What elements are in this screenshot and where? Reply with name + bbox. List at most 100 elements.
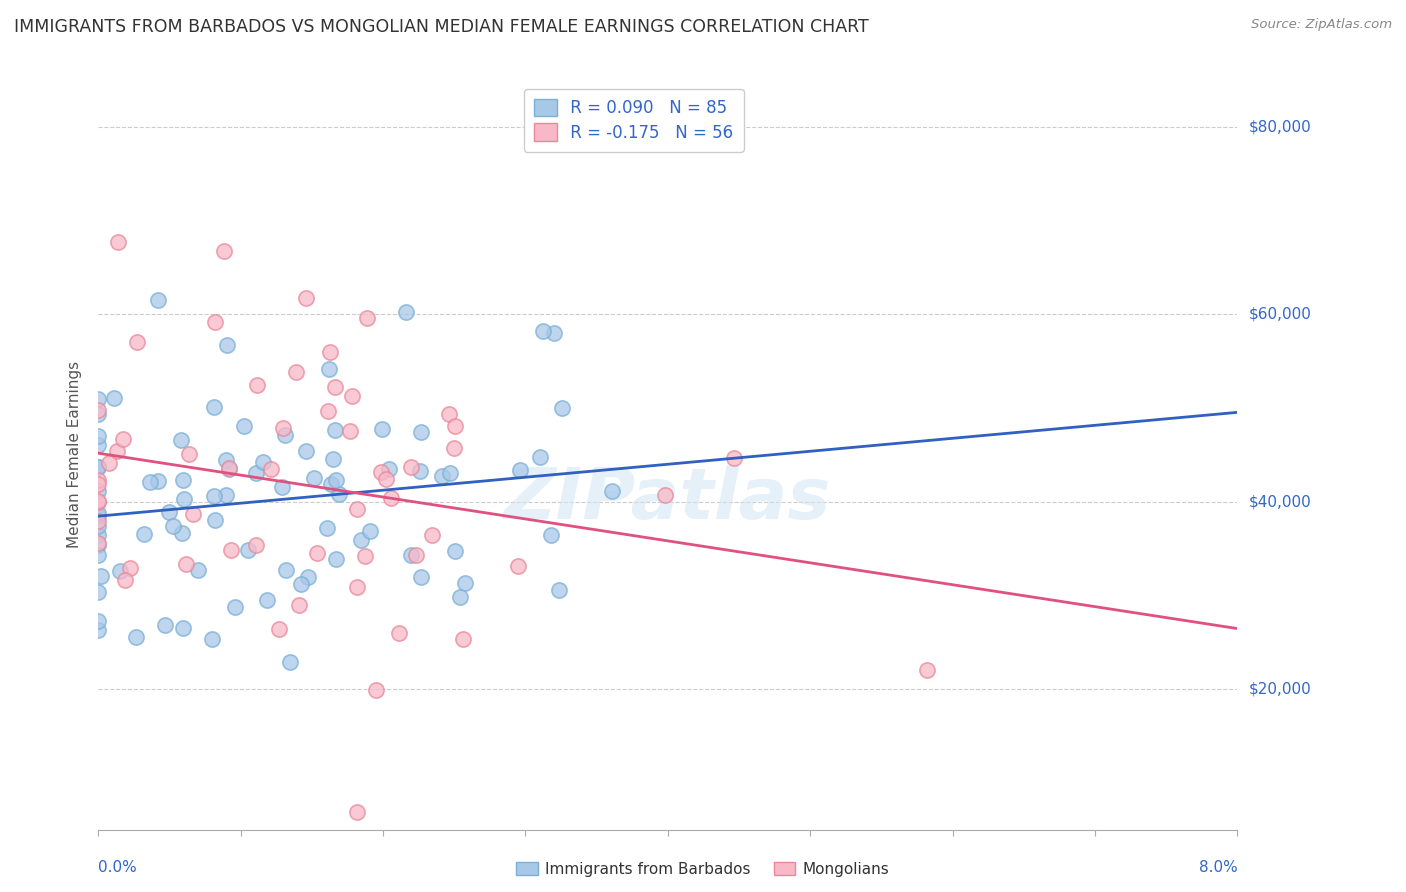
Point bbox=[87, 473, 110, 487]
Point bbox=[917, 663, 939, 677]
Point bbox=[87, 536, 110, 550]
Point bbox=[252, 455, 274, 469]
Point bbox=[215, 453, 238, 467]
Point bbox=[245, 467, 267, 481]
Point bbox=[132, 527, 155, 541]
Point bbox=[319, 344, 342, 359]
Point bbox=[388, 626, 411, 640]
Point bbox=[411, 570, 433, 584]
Text: IMMIGRANTS FROM BARBADOS VS MONGOLIAN MEDIAN FEMALE EARNINGS CORRELATION CHART: IMMIGRANTS FROM BARBADOS VS MONGOLIAN ME… bbox=[14, 18, 869, 36]
Point bbox=[153, 617, 176, 632]
Point bbox=[224, 599, 246, 614]
Point bbox=[256, 593, 278, 607]
Point bbox=[284, 365, 307, 379]
Point bbox=[107, 235, 129, 250]
Point bbox=[202, 489, 225, 503]
Point bbox=[305, 546, 328, 560]
Point bbox=[87, 392, 110, 406]
Point bbox=[375, 472, 398, 486]
Point bbox=[173, 621, 195, 635]
Point bbox=[380, 491, 402, 505]
Point bbox=[87, 614, 110, 628]
Text: $40,000: $40,000 bbox=[1249, 494, 1312, 509]
Point bbox=[295, 292, 318, 306]
Point bbox=[162, 519, 184, 533]
Point bbox=[127, 334, 149, 349]
Point bbox=[408, 464, 430, 478]
Point bbox=[395, 305, 418, 319]
Point bbox=[274, 428, 297, 442]
Point bbox=[543, 326, 565, 341]
Point bbox=[323, 380, 346, 394]
Point bbox=[87, 495, 110, 509]
Point bbox=[98, 456, 121, 470]
Point bbox=[399, 459, 422, 474]
Point bbox=[87, 623, 110, 637]
Point bbox=[449, 591, 471, 605]
Point bbox=[290, 576, 312, 591]
Point bbox=[108, 564, 131, 578]
Point bbox=[218, 462, 240, 476]
Point bbox=[366, 683, 388, 698]
Text: $60,000: $60,000 bbox=[1249, 307, 1312, 322]
Point bbox=[270, 479, 292, 493]
Point bbox=[87, 519, 110, 533]
Point bbox=[87, 429, 110, 443]
Point bbox=[172, 525, 194, 540]
Point bbox=[139, 475, 162, 489]
Point bbox=[157, 505, 180, 519]
Point bbox=[146, 474, 169, 488]
Point bbox=[118, 561, 141, 575]
Point bbox=[269, 622, 291, 636]
Point bbox=[181, 507, 204, 521]
Point bbox=[176, 558, 198, 572]
Point bbox=[506, 558, 529, 573]
Text: ZIPatlas: ZIPatlas bbox=[505, 466, 831, 534]
Point bbox=[319, 476, 342, 491]
Point bbox=[316, 521, 339, 535]
Point bbox=[87, 506, 110, 520]
Point bbox=[439, 466, 461, 480]
Point bbox=[444, 419, 467, 434]
Point bbox=[405, 549, 427, 563]
Point bbox=[87, 538, 110, 552]
Point bbox=[169, 433, 191, 447]
Point bbox=[260, 462, 283, 476]
Point bbox=[87, 437, 110, 451]
Y-axis label: Median Female Earnings: Median Female Earnings bbox=[67, 361, 83, 549]
Point bbox=[401, 548, 423, 562]
Point bbox=[723, 451, 745, 466]
Point bbox=[236, 543, 259, 558]
Point bbox=[297, 569, 319, 583]
Point bbox=[111, 432, 134, 446]
Point bbox=[371, 422, 394, 436]
Point bbox=[87, 527, 110, 541]
Point bbox=[87, 459, 110, 474]
Point bbox=[202, 400, 225, 414]
Point bbox=[276, 563, 298, 577]
Point bbox=[87, 494, 110, 508]
Point bbox=[288, 598, 311, 612]
Point bbox=[540, 527, 562, 541]
Point bbox=[550, 401, 572, 416]
Point bbox=[212, 244, 235, 259]
Point bbox=[420, 528, 443, 542]
Point bbox=[87, 407, 110, 421]
Point bbox=[87, 508, 110, 523]
Point bbox=[318, 362, 340, 376]
Point bbox=[87, 585, 110, 599]
Point bbox=[103, 392, 125, 406]
Text: 8.0%: 8.0% bbox=[1198, 860, 1237, 875]
Point bbox=[232, 419, 254, 434]
Point bbox=[325, 552, 347, 566]
Point bbox=[346, 501, 368, 516]
Point bbox=[87, 548, 110, 562]
Text: 0.0%: 0.0% bbox=[98, 860, 138, 875]
Point bbox=[218, 461, 240, 475]
Point bbox=[90, 569, 112, 583]
Point bbox=[547, 582, 569, 597]
Point bbox=[451, 632, 474, 647]
Point bbox=[444, 544, 467, 558]
Point bbox=[125, 631, 148, 645]
Point bbox=[87, 515, 110, 529]
